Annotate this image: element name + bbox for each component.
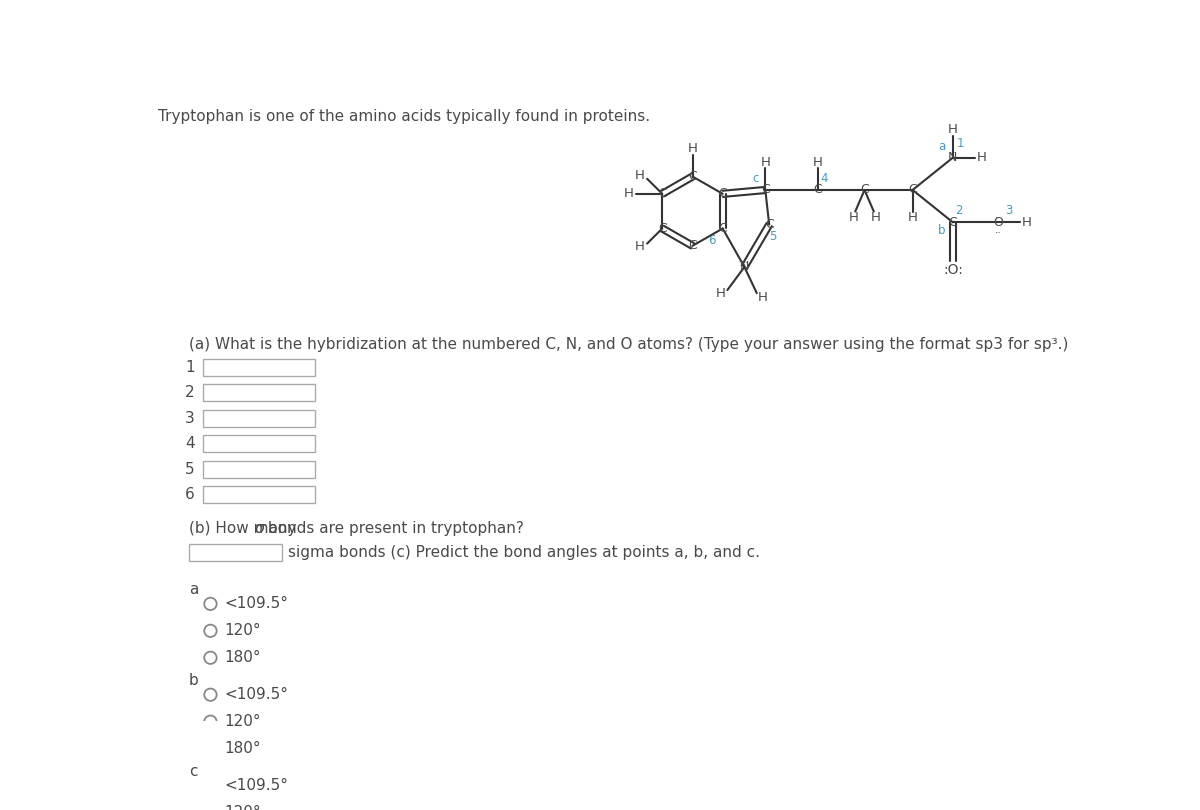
- Text: 180°: 180°: [224, 650, 262, 665]
- Text: H: H: [814, 156, 823, 168]
- Text: C: C: [688, 170, 697, 183]
- Text: 120°: 120°: [224, 805, 262, 810]
- Text: H: H: [948, 123, 958, 136]
- Text: bonds are present in tryptophan?: bonds are present in tryptophan?: [263, 521, 523, 535]
- Text: H: H: [977, 151, 986, 164]
- Text: sigma bonds (c) Predict the bond angles at points a, b, and c.: sigma bonds (c) Predict the bond angles …: [288, 545, 760, 560]
- Text: 4: 4: [185, 437, 194, 451]
- Text: C: C: [860, 184, 869, 197]
- Text: 2: 2: [185, 386, 194, 400]
- Text: H: H: [715, 288, 725, 301]
- Text: a: a: [188, 582, 198, 597]
- Text: 180°: 180°: [224, 741, 262, 756]
- Circle shape: [204, 807, 217, 810]
- Text: H: H: [688, 143, 697, 156]
- Text: ..: ..: [743, 255, 750, 265]
- Text: 120°: 120°: [224, 714, 262, 729]
- Bar: [203, 410, 316, 427]
- Text: C: C: [764, 218, 774, 231]
- Text: C: C: [688, 239, 697, 252]
- Text: ..: ..: [952, 145, 958, 155]
- Text: 6: 6: [185, 487, 194, 502]
- Circle shape: [204, 625, 217, 637]
- Text: <109.5°: <109.5°: [224, 778, 288, 793]
- Circle shape: [204, 651, 217, 664]
- Text: H: H: [758, 291, 768, 304]
- Text: N: N: [948, 151, 958, 164]
- Bar: [188, 544, 282, 561]
- Bar: [203, 486, 316, 503]
- Text: c: c: [752, 172, 760, 185]
- Text: 2: 2: [955, 203, 962, 216]
- Text: 1: 1: [956, 137, 965, 151]
- Text: 3: 3: [185, 411, 194, 426]
- Text: O: O: [992, 215, 1003, 229]
- Text: b: b: [188, 673, 198, 688]
- Text: b: b: [938, 224, 946, 237]
- Text: C: C: [814, 184, 822, 197]
- Circle shape: [204, 715, 217, 728]
- Text: H: H: [848, 211, 859, 224]
- Circle shape: [204, 598, 217, 610]
- Text: H: H: [907, 211, 918, 224]
- Text: c: c: [188, 764, 197, 779]
- Text: σ: σ: [254, 521, 264, 535]
- Text: C: C: [908, 184, 917, 197]
- Bar: [203, 435, 316, 452]
- Text: 5: 5: [185, 462, 194, 476]
- Text: 120°: 120°: [224, 624, 262, 638]
- Text: 4: 4: [821, 172, 828, 185]
- Text: 6: 6: [708, 234, 715, 247]
- Text: C: C: [658, 222, 667, 235]
- Text: H: H: [761, 156, 770, 168]
- Text: N: N: [739, 261, 749, 274]
- Text: H: H: [624, 187, 634, 200]
- Text: 3: 3: [1004, 203, 1013, 216]
- Text: C: C: [719, 187, 727, 200]
- Text: :O:: :O:: [943, 263, 962, 277]
- Bar: [203, 385, 316, 401]
- Text: (a) What is the hybridization at the numbered C, N, and O atoms? (Type your answ: (a) What is the hybridization at the num…: [188, 338, 1068, 352]
- Bar: [203, 359, 316, 376]
- Text: <109.5°: <109.5°: [224, 596, 288, 612]
- Text: Tryptophan is one of the amino acids typically found in proteins.: Tryptophan is one of the amino acids typ…: [157, 109, 650, 124]
- Text: (b) How many: (b) How many: [188, 521, 301, 535]
- Text: ..: ..: [995, 210, 1002, 220]
- Text: 1: 1: [185, 360, 194, 375]
- Circle shape: [204, 779, 217, 791]
- Circle shape: [204, 743, 217, 755]
- Text: C: C: [948, 215, 958, 229]
- Text: a: a: [938, 140, 946, 153]
- Bar: [203, 461, 316, 478]
- Text: <109.5°: <109.5°: [224, 687, 288, 702]
- Text: C: C: [719, 222, 727, 235]
- Text: C: C: [658, 187, 667, 200]
- Text: 5: 5: [769, 231, 776, 244]
- Circle shape: [204, 688, 217, 701]
- Text: H: H: [635, 240, 646, 254]
- Text: H: H: [635, 169, 646, 182]
- Text: H: H: [870, 211, 881, 224]
- Text: H: H: [1021, 215, 1032, 229]
- Text: C: C: [761, 184, 769, 197]
- Text: ..: ..: [995, 225, 1002, 235]
